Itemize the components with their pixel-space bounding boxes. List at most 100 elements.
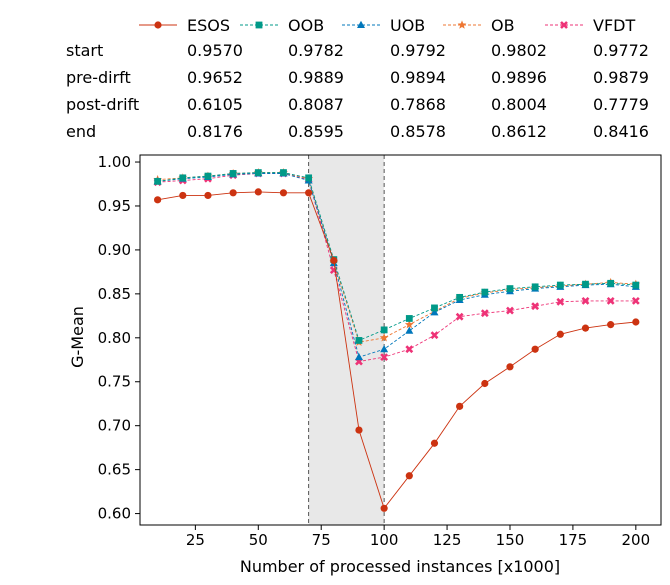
data-point-vfdt — [506, 306, 514, 315]
series-ob — [153, 167, 641, 346]
legend-marker-vfdt — [560, 21, 568, 29]
x-marker-stroke — [480, 309, 489, 318]
data-point-esos — [305, 189, 313, 197]
legend-marker-uob — [357, 20, 365, 28]
data-point-oob — [229, 170, 237, 177]
x-marker-stroke — [631, 296, 640, 305]
table-row-label: post-drift — [66, 95, 139, 114]
data-point-oob — [506, 285, 514, 292]
x-tick-label: 150 — [496, 531, 525, 549]
data-point-oob — [355, 337, 363, 344]
data-point-oob — [305, 174, 313, 182]
x-tick-label: 125 — [433, 531, 462, 549]
y-tick-label: 0.60 — [98, 505, 131, 523]
legend: ESOS OOB UOB OB VFDT — [139, 16, 635, 35]
data-point-oob — [531, 283, 539, 291]
data-point-vfdt — [480, 309, 489, 318]
table-row: pre-dirft 0.9652 0.9889 0.9894 0.9896 0.9879 — [66, 68, 649, 87]
table-cell: 0.7868 — [390, 95, 446, 114]
table-cell: 0.7779 — [593, 95, 649, 114]
data-point-uob — [380, 345, 389, 353]
plot-area: 25 50 75 100 125 150 175 200 0.60 0.65 0.70 0.75 0.8… — [98, 153, 662, 549]
table-row-label: start — [66, 41, 103, 60]
data-point-esos — [154, 196, 162, 204]
data-point-esos — [581, 324, 590, 332]
x-marker-stroke — [556, 297, 565, 306]
legend-entry-oob: OOB — [240, 16, 324, 35]
table-row-label: pre-dirft — [66, 68, 131, 87]
data-point-esos — [430, 439, 439, 447]
data-point-esos — [330, 256, 338, 265]
data-point-esos — [506, 363, 514, 371]
data-point-esos — [380, 504, 388, 512]
data-point-esos — [229, 189, 237, 197]
x-marker-stroke — [506, 306, 514, 315]
data-point-vfdt — [380, 353, 389, 362]
data-point-esos — [456, 402, 464, 410]
data-point-oob — [204, 172, 212, 180]
x-tick-label: 25 — [186, 531, 205, 549]
legend-label-vfdt: VFDT — [593, 16, 635, 35]
table-cell: 0.9652 — [187, 68, 243, 87]
table-cell: 0.8176 — [187, 122, 243, 141]
y-tick-label: 0.75 — [98, 373, 131, 391]
data-point-esos — [204, 191, 212, 200]
table-cell: 0.9802 — [491, 41, 547, 60]
data-point-vfdt — [606, 296, 615, 305]
data-point-vfdt — [455, 312, 464, 321]
y-axis-label: G-Mean — [68, 306, 87, 368]
data-point-oob — [431, 304, 438, 312]
x-axis-label: Number of processed instances [x1000] — [240, 557, 560, 576]
data-point-oob — [405, 315, 413, 322]
table-cell: 0.9889 — [288, 68, 344, 87]
legend-marker-ob — [457, 20, 467, 29]
data-point-oob — [179, 174, 187, 182]
data-point-oob — [154, 177, 162, 185]
legend-entry-uob: UOB — [342, 16, 425, 35]
summary-table: start 0.9570 0.9782 0.9792 0.9802 0.9772 pre-d… — [66, 41, 649, 141]
data-point-oob — [556, 281, 564, 289]
table-cell: 0.9896 — [491, 68, 547, 87]
data-point-esos — [481, 379, 489, 388]
table-cell: 0.9879 — [593, 68, 649, 87]
data-point-esos — [179, 191, 187, 200]
series-line-esos — [157, 191, 636, 510]
table-cell: 0.8578 — [390, 122, 446, 141]
table-row: end 0.8176 0.8595 0.8578 0.8612 0.8416 — [66, 122, 649, 141]
data-point-vfdt — [631, 296, 640, 305]
data-point-esos — [531, 345, 539, 353]
table-cell: 0.8612 — [491, 122, 547, 141]
data-point-oob — [481, 288, 489, 296]
data-point-esos — [254, 188, 262, 196]
x-tick-label: 100 — [370, 531, 399, 549]
y-tick-label: 0.70 — [98, 417, 131, 435]
legend-label-uob: UOB — [390, 16, 425, 35]
data-point-oob — [254, 169, 262, 176]
data-point-vfdt — [556, 297, 565, 306]
data-point-esos — [607, 321, 615, 329]
table-row: start 0.9570 0.9782 0.9792 0.9802 0.9772 — [66, 41, 649, 60]
legend-label-ob: OB — [491, 16, 515, 35]
table-row-label: end — [66, 122, 96, 141]
y-tick-label: 0.85 — [98, 285, 131, 303]
data-point-oob — [607, 279, 615, 287]
data-point-esos — [355, 426, 363, 434]
x-tick-label: 50 — [249, 531, 268, 549]
x-marker-stroke — [380, 353, 389, 362]
x-marker-stroke — [405, 345, 414, 354]
legend-label-esos: ESOS — [187, 16, 230, 35]
table-row: post-drift 0.6105 0.8087 0.7868 0.8004 0.7779 — [66, 95, 649, 114]
table-cell: 0.8087 — [288, 95, 344, 114]
data-point-esos — [279, 189, 288, 197]
data-point-oob — [632, 281, 640, 289]
table-cell: 0.9772 — [593, 41, 649, 60]
y-tick-label: 1.00 — [98, 153, 131, 171]
data-point-uob — [430, 308, 439, 316]
data-point-vfdt — [581, 296, 590, 305]
data-point-esos — [556, 330, 564, 338]
x-marker-stroke — [606, 296, 615, 305]
y-tick-label: 0.80 — [98, 329, 131, 347]
y-tick-label: 0.95 — [98, 197, 131, 215]
table-cell: 0.6105 — [187, 95, 243, 114]
